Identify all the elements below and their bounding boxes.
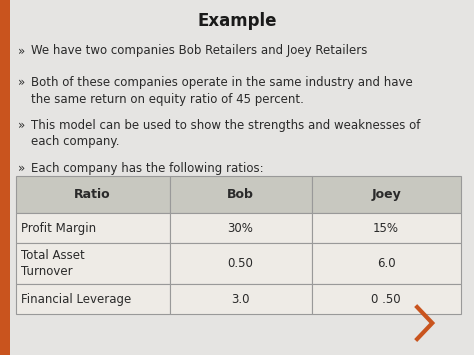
Text: Both of these companies operate in the same industry and have
the same return on: Both of these companies operate in the s… — [31, 76, 412, 106]
Bar — [311, 213, 461, 243]
Text: Total Asset
Turnover: Total Asset Turnover — [21, 249, 85, 278]
Bar — [16, 213, 170, 243]
Text: Ratio: Ratio — [74, 188, 111, 201]
Bar — [170, 176, 311, 213]
Text: 30%: 30% — [228, 222, 254, 235]
Text: Profit Margin: Profit Margin — [21, 222, 96, 235]
Bar — [16, 243, 170, 284]
Text: Each company has the following ratios:: Each company has the following ratios: — [31, 162, 264, 175]
Text: 0.50: 0.50 — [228, 257, 254, 270]
Bar — [16, 176, 170, 213]
Text: »: » — [18, 76, 25, 89]
Bar — [170, 284, 311, 314]
Text: Joey: Joey — [371, 188, 401, 201]
Text: 6.0: 6.0 — [377, 257, 395, 270]
Text: »: » — [18, 44, 25, 58]
Bar — [311, 284, 461, 314]
Text: 0 .50: 0 .50 — [371, 293, 401, 306]
Bar — [170, 243, 311, 284]
Text: 15%: 15% — [373, 222, 399, 235]
Text: Bob: Bob — [227, 188, 254, 201]
Bar — [0, 0, 10, 355]
Bar — [311, 176, 461, 213]
Text: 3.0: 3.0 — [231, 293, 250, 306]
Text: Financial Leverage: Financial Leverage — [21, 293, 132, 306]
Bar — [16, 284, 170, 314]
Text: Example: Example — [197, 12, 277, 31]
Text: »: » — [18, 119, 25, 132]
Text: »: » — [18, 162, 25, 175]
Bar — [311, 243, 461, 284]
Text: We have two companies Bob Retailers and Joey Retailers: We have two companies Bob Retailers and … — [31, 44, 367, 58]
Bar — [170, 213, 311, 243]
Text: This model can be used to show the strengths and weaknesses of
each company.: This model can be used to show the stren… — [31, 119, 420, 148]
